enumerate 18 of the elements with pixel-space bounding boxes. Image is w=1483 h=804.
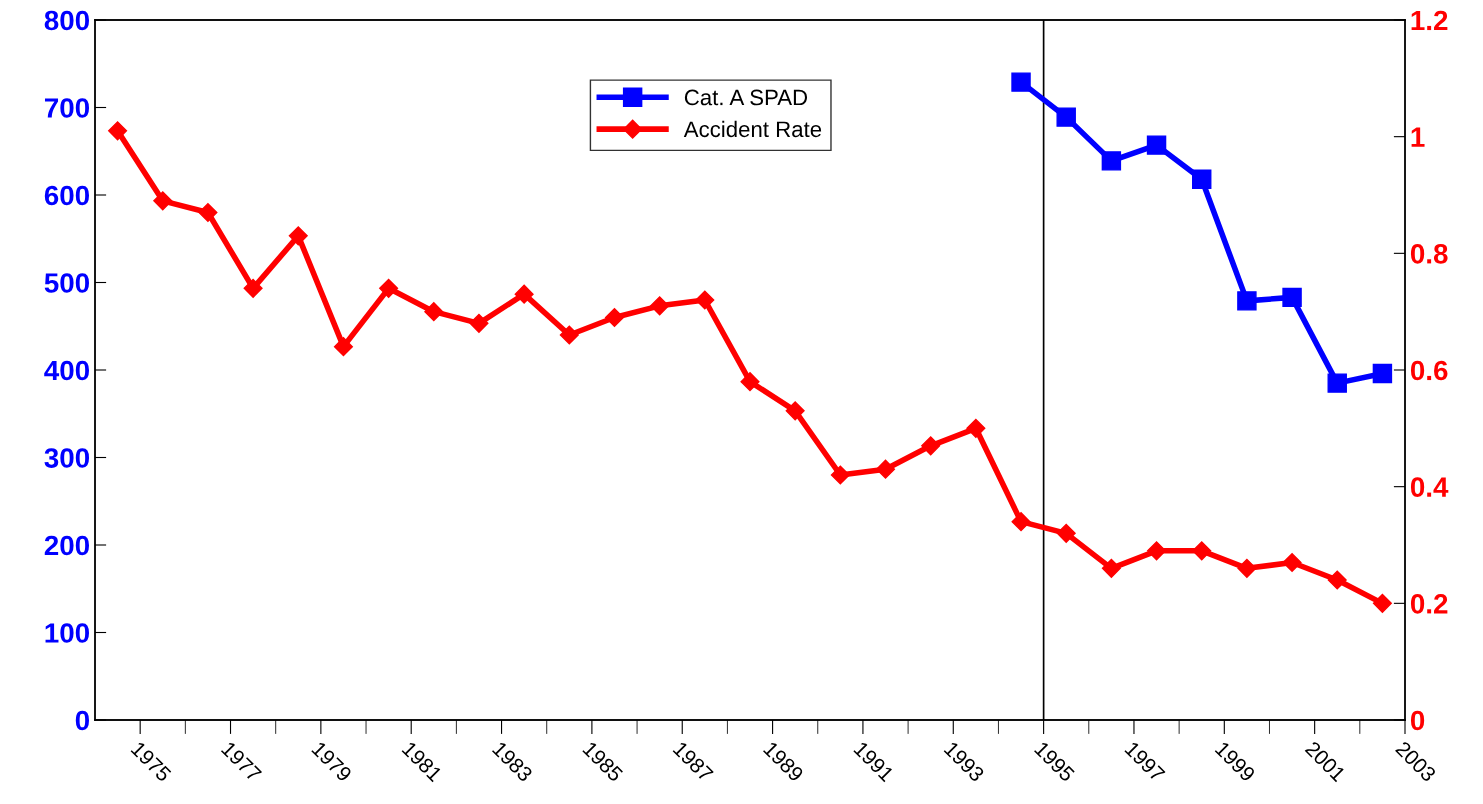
- y-tick-label: 300: [44, 448, 89, 468]
- legend-label: Accident Rate: [683, 120, 822, 138]
- y-tick-label: 700: [44, 98, 89, 118]
- y-tick-label: 500: [44, 273, 89, 293]
- y-tick-label: 400: [44, 360, 89, 381]
- y-tick-label: 200: [44, 535, 89, 556]
- y2-tick-label: 0.2: [1410, 594, 1448, 614]
- y2-tick-label: 1.2: [1411, 10, 1448, 31]
- y2-tick-label: 0.6: [1410, 360, 1448, 381]
- y-tick-label: 100: [45, 623, 89, 643]
- y2-tick-label: 0.8: [1410, 244, 1448, 264]
- y2-tick-label: 0: [1410, 710, 1425, 731]
- y-tick-label: 0: [75, 710, 89, 731]
- y-tick-label: 600: [44, 185, 89, 206]
- y-tick-label: 800: [44, 10, 89, 31]
- y2-tick-label: 0.4: [1410, 477, 1449, 498]
- y2-tick-label: 1: [1411, 127, 1425, 147]
- legend-label: Cat. A SPAD: [684, 89, 808, 106]
